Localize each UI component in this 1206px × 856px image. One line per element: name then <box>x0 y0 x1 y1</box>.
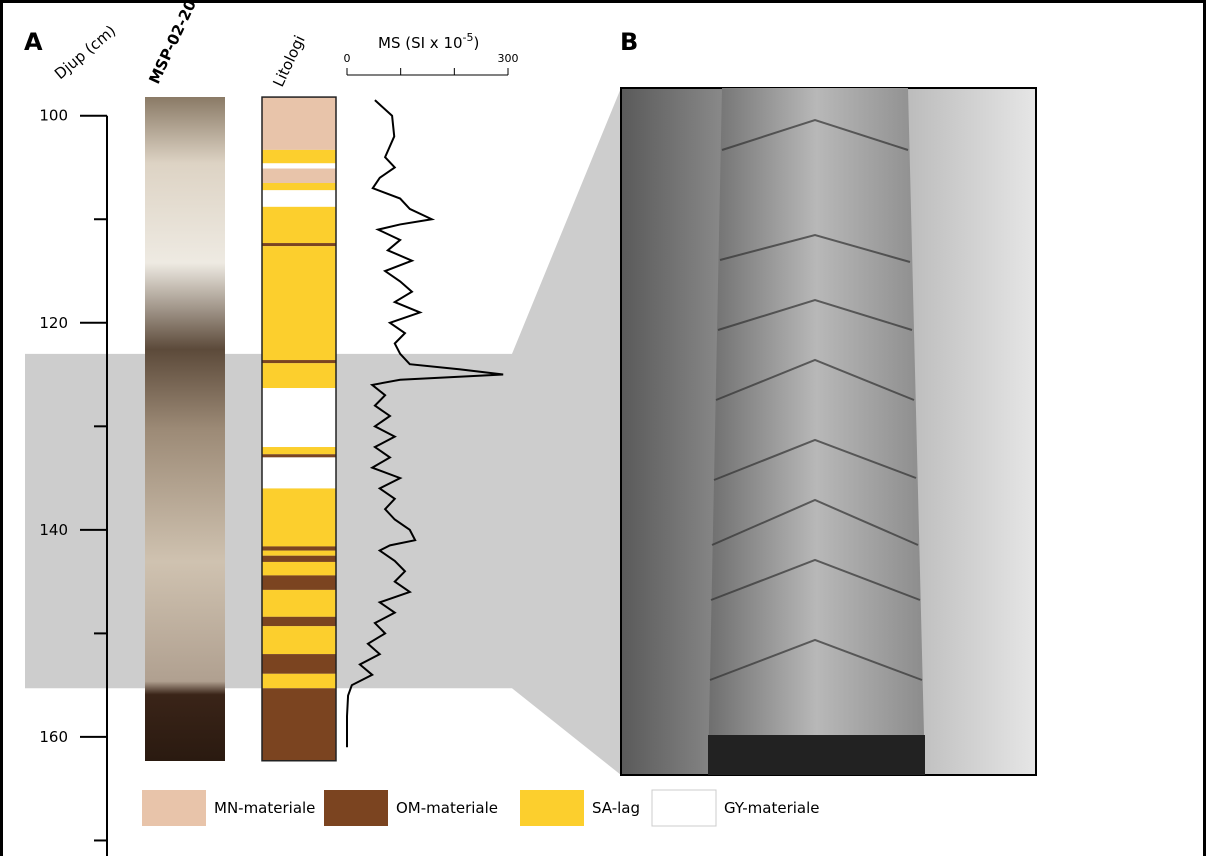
layer <box>262 207 336 243</box>
ms-title: MS (SI x 10-5) <box>378 31 479 52</box>
layer <box>262 626 336 654</box>
layer <box>262 150 336 163</box>
layer <box>262 388 336 447</box>
legend-label: MN-materiale <box>214 799 315 817</box>
layer <box>262 562 336 575</box>
legend-label: OM-materiale <box>396 799 498 817</box>
layer <box>262 488 336 546</box>
layer <box>262 190 336 207</box>
layer <box>262 447 336 454</box>
layer <box>262 363 336 388</box>
y-tick-label: 120 <box>39 314 68 332</box>
core-scan <box>621 88 1036 775</box>
layer <box>262 674 336 688</box>
legend-swatch <box>652 790 716 826</box>
core-photo <box>145 97 225 761</box>
layer <box>262 551 336 556</box>
axis-title: Djup (cm) <box>51 22 119 83</box>
legend-label: SA-lag <box>592 799 640 817</box>
column-label: Litologi <box>269 33 308 90</box>
layer <box>262 454 336 457</box>
layer <box>262 97 336 150</box>
ms-title-suffix: ) <box>474 34 480 52</box>
y-tick-label: 100 <box>39 107 68 125</box>
legend-swatch <box>324 790 388 826</box>
layer <box>262 590 336 617</box>
layer <box>262 556 336 562</box>
layer <box>262 546 336 550</box>
layer <box>262 360 336 363</box>
y-tick-label: 160 <box>39 728 68 746</box>
layer <box>262 688 336 760</box>
legend-swatch <box>520 790 584 826</box>
layer <box>262 246 336 360</box>
x-tick-label: 0 <box>344 52 351 65</box>
layer <box>262 575 336 589</box>
layer <box>262 183 336 190</box>
legend-swatch <box>142 790 206 826</box>
layer <box>262 617 336 626</box>
ms-title-sup: -5 <box>463 31 474 44</box>
x-tick-label: 300 <box>498 52 519 65</box>
layer <box>262 654 336 674</box>
figure: A B Djup (cm) MSP-02-20 Litologi MS (SI … <box>0 0 1206 856</box>
layer <box>262 243 336 246</box>
ms-title-text: MS (SI x 10 <box>378 34 463 52</box>
layer <box>262 163 336 168</box>
panel-label: B <box>620 28 638 56</box>
layer <box>262 457 336 488</box>
y-tick-label: 140 <box>39 521 68 539</box>
lithology-column <box>262 97 336 761</box>
core-label: MSP-02-20 <box>145 0 200 87</box>
layer <box>262 169 336 183</box>
panel-label: A <box>24 28 43 56</box>
legend-label: GY-materiale <box>724 799 820 817</box>
